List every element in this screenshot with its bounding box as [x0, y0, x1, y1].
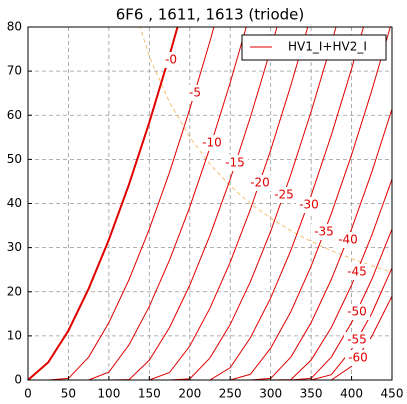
curve-label: -30 [299, 198, 319, 212]
label-background [199, 135, 225, 151]
y-tick-label: 40 [7, 196, 22, 210]
label-background [344, 332, 370, 348]
x-tick-label: 100 [97, 387, 120, 401]
x-tick-label: 400 [340, 387, 363, 401]
curve-label: -0 [165, 53, 177, 67]
label-background [222, 155, 248, 171]
legend: HV1_I+HV2_I [241, 34, 387, 61]
plot-area [28, 27, 392, 380]
curve-label: -40 [338, 233, 358, 247]
curve [28, 27, 179, 380]
curve [28, 27, 391, 380]
curve [28, 267, 392, 380]
y-tick-label: 80 [7, 20, 22, 34]
grid [27, 26, 393, 381]
y-tick-label: 20 [7, 284, 22, 298]
label-background [344, 264, 370, 280]
x-tick-label: 350 [300, 387, 323, 401]
curve [28, 108, 392, 380]
label-background [345, 350, 371, 366]
x-tick-label: 150 [138, 387, 161, 401]
y-tick-label: 30 [7, 240, 22, 254]
label-background [344, 304, 370, 320]
curve-label: -55 [347, 333, 367, 347]
curve-label: -5 [189, 86, 201, 100]
y-tick-label: 60 [7, 108, 22, 122]
label-background [335, 232, 361, 248]
y-tick-label: 0 [14, 373, 22, 387]
x-tick-label: 300 [259, 387, 282, 401]
label-background [271, 187, 297, 203]
label-background [296, 197, 322, 213]
curve [28, 179, 392, 380]
curve-label: -50 [347, 305, 367, 319]
curve [28, 27, 365, 380]
label-background [311, 224, 337, 240]
label-background [247, 175, 273, 191]
curve-label: -45 [347, 265, 367, 279]
chart-title: 6F6 , 1611, 1613 (triode) [116, 6, 305, 24]
curve [28, 27, 215, 380]
curve-label: -35 [314, 225, 334, 239]
x-tick-label: 450 [381, 387, 404, 401]
curve-label: -15 [225, 156, 245, 170]
x-tick-label: 0 [24, 387, 32, 401]
axes: 0 50 100 150 200 250 300 350 400 450 0 10 20 30 40 50 60… [7, 20, 404, 401]
curve [28, 27, 309, 380]
label-background [158, 52, 184, 68]
curve-label: -25 [274, 188, 294, 202]
x-tick-label: 50 [61, 387, 76, 401]
limit-curve [139, 27, 392, 273]
curve-label: -20 [250, 176, 270, 190]
curve [28, 228, 392, 380]
curve-label: -10 [202, 136, 222, 150]
curve [28, 27, 247, 380]
curve-label: -60 [348, 351, 368, 365]
curve [28, 27, 278, 380]
legend-label: HV1_I+HV2_I [288, 40, 367, 54]
label-background [182, 85, 208, 101]
x-tick-label: 250 [219, 387, 242, 401]
y-tick-label: 50 [7, 152, 22, 166]
curve-labels: -0 -5 -10-15 -20 -25 -30 -35 -40 -45 -50 -55 -60 [158, 52, 371, 366]
y-tick-label: 70 [7, 64, 22, 78]
x-tick-label: 200 [178, 387, 201, 401]
y-tick-label: 10 [7, 328, 22, 342]
